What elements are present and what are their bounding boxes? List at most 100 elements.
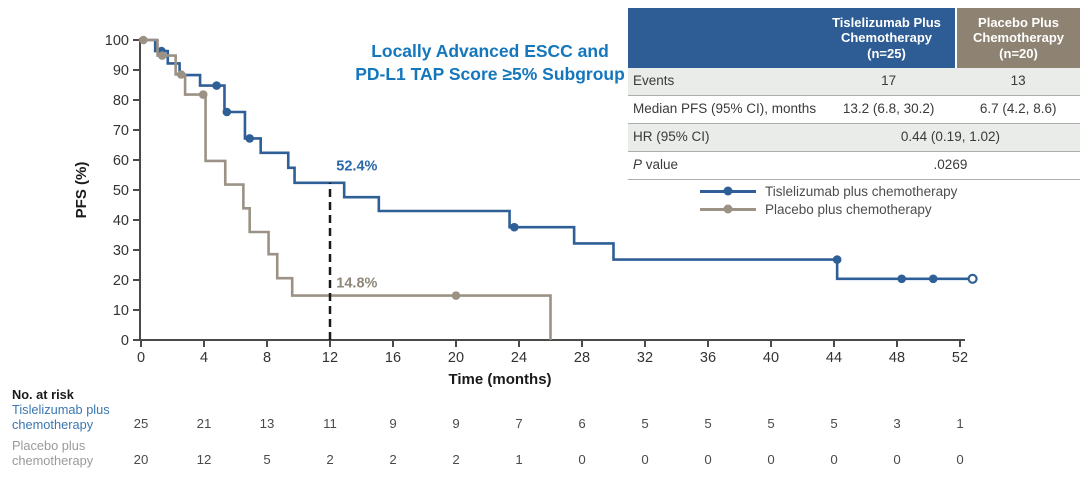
- stats-row-events-label: Events: [633, 73, 675, 88]
- at-risk-count: 0: [767, 452, 774, 467]
- x-axis-title: Time (months): [448, 371, 551, 388]
- chart-title: Locally Advanced ESCC and PD-L1 TAP Scor…: [310, 40, 670, 86]
- y-tick-label: 40: [113, 213, 129, 229]
- at-risk-count: 20: [134, 452, 149, 467]
- at-risk-count: 5: [830, 416, 837, 431]
- at-risk-count: 9: [452, 416, 459, 431]
- at-risk-count: 25: [134, 416, 149, 431]
- censor-mark: [212, 81, 221, 90]
- censor-mark: [245, 134, 254, 143]
- stats-row-hr-value: 0.44 (0.19, 1.02): [900, 129, 1000, 144]
- at-risk-count: 2: [326, 452, 333, 467]
- at-risk-count: 21: [197, 416, 212, 431]
- at-risk-group-label: chemotherapy: [12, 453, 94, 468]
- at-risk-count: 1: [956, 416, 963, 431]
- stats-row-pvalue-label: P value: [628, 152, 821, 179]
- y-tick-label: 80: [113, 93, 129, 109]
- y-tick-label: 10: [113, 303, 129, 319]
- at-risk-group-label: Placebo plus: [12, 438, 85, 453]
- stats-row-pvalue-label-italic: P: [633, 157, 643, 172]
- legend-line-blue-icon: [700, 186, 756, 196]
- censor-mark: [139, 35, 148, 45]
- stats-row-median-v1: 13.2 (6.8, 30.2): [842, 101, 935, 116]
- stats-row-hr: HR (95% CI) 0.44 (0.19, 1.02): [628, 124, 1080, 152]
- at-risk-group-label: chemotherapy: [12, 417, 94, 432]
- stats-row-pvalue-label-rest: value: [642, 157, 679, 172]
- x-tick-label: 20: [448, 350, 464, 366]
- x-tick-label: 28: [574, 350, 590, 366]
- chart-title-line2: PD-L1 TAP Score ≥5% Subgroup: [355, 64, 625, 84]
- stats-row-median: Median PFS (95% CI), months 13.2 (6.8, 3…: [628, 96, 1080, 124]
- at-risk-count: 0: [956, 452, 963, 467]
- y-axis-title: PFS (%): [73, 162, 90, 219]
- y-tick-label: 20: [113, 273, 129, 289]
- y-tick-label: 90: [113, 63, 129, 79]
- landmark-annotation: 14.8%: [336, 276, 377, 292]
- censor-mark: [509, 222, 519, 232]
- x-tick-label: 16: [385, 350, 401, 366]
- censor-mark: [451, 291, 461, 300]
- at-risk-count: 7: [515, 416, 522, 431]
- chart-title-line1: Locally Advanced ESCC and: [371, 41, 609, 61]
- at-risk-count: 12: [197, 452, 212, 467]
- legend-line-gray-icon: [700, 204, 756, 214]
- y-tick-label: 50: [113, 183, 129, 199]
- at-risk-count: 0: [641, 452, 648, 467]
- x-tick-label: 36: [700, 350, 716, 366]
- at-risk-count: 6: [578, 416, 585, 431]
- at-risk-count: 5: [263, 452, 270, 467]
- at-risk-count: 0: [704, 452, 711, 467]
- end-open-dot: [967, 273, 978, 284]
- x-tick-label: 48: [889, 350, 905, 366]
- censor-mark: [222, 107, 232, 117]
- x-tick-label: 24: [511, 350, 527, 366]
- x-tick-label: 12: [322, 350, 338, 366]
- x-tick-label: 32: [637, 350, 653, 366]
- at-risk-group-label: Tislelizumab plus: [12, 402, 110, 417]
- stats-row-events: Events 17 13: [628, 68, 1080, 96]
- y-tick-label: 70: [113, 123, 129, 139]
- at-risk-count: 3: [893, 416, 900, 431]
- at-risk-count: 5: [704, 416, 711, 431]
- landmark-annotation: 52.4%: [336, 159, 377, 175]
- x-tick-label: 52: [952, 350, 968, 366]
- censor-mark: [928, 274, 938, 284]
- stats-header-tislelizumab: Tislelizumab Plus Chemotherapy (n=25): [818, 8, 955, 68]
- stats-row-hr-label: HR (95% CI): [633, 129, 710, 144]
- at-risk-count: 2: [452, 452, 459, 467]
- censor-mark: [157, 51, 167, 60]
- censor-mark: [832, 255, 842, 264]
- at-risk-count: 5: [641, 416, 648, 431]
- x-tick-label: 4: [200, 350, 208, 366]
- legend-label-placebo: Placebo plus chemotherapy: [765, 201, 932, 217]
- stats-header-placebo: Placebo Plus Chemotherapy (n=20): [957, 8, 1080, 68]
- legend-dot-gray-icon: [723, 204, 733, 214]
- at-risk-count: 0: [578, 452, 585, 467]
- km-curve-tislelizumab: [141, 38, 978, 284]
- stats-row-median-v2: 6.7 (4.2, 8.6): [979, 101, 1057, 116]
- x-tick-label: 40: [763, 350, 779, 366]
- km-curve-placebo: [139, 35, 552, 340]
- at-risk-count: 11: [323, 416, 337, 431]
- at-risk-count: 0: [893, 452, 900, 467]
- at-risk-header: No. at risk: [12, 387, 75, 402]
- y-tick-label: 30: [113, 243, 129, 259]
- stats-row-pvalue-value: .0269: [933, 157, 968, 172]
- legend-dot-blue-icon: [723, 186, 733, 196]
- stats-table: Tislelizumab Plus Chemotherapy (n=25) Pl…: [628, 8, 1080, 180]
- censor-mark: [198, 90, 208, 99]
- x-tick-label: 8: [263, 350, 271, 366]
- x-tick-label: 44: [826, 350, 842, 366]
- stats-header-spacer: [628, 8, 818, 68]
- at-risk-count: 2: [389, 452, 396, 467]
- stats-row-pvalue: P value .0269: [628, 152, 1080, 180]
- legend-item-tislelizumab: Tislelizumab plus chemotherapy: [700, 182, 957, 200]
- legend-item-placebo: Placebo plus chemotherapy: [700, 200, 957, 218]
- at-risk-count: 13: [260, 416, 275, 431]
- censor-mark: [897, 274, 907, 284]
- at-risk-count: 9: [389, 416, 396, 431]
- stats-row-median-label: Median PFS (95% CI), months: [633, 101, 817, 116]
